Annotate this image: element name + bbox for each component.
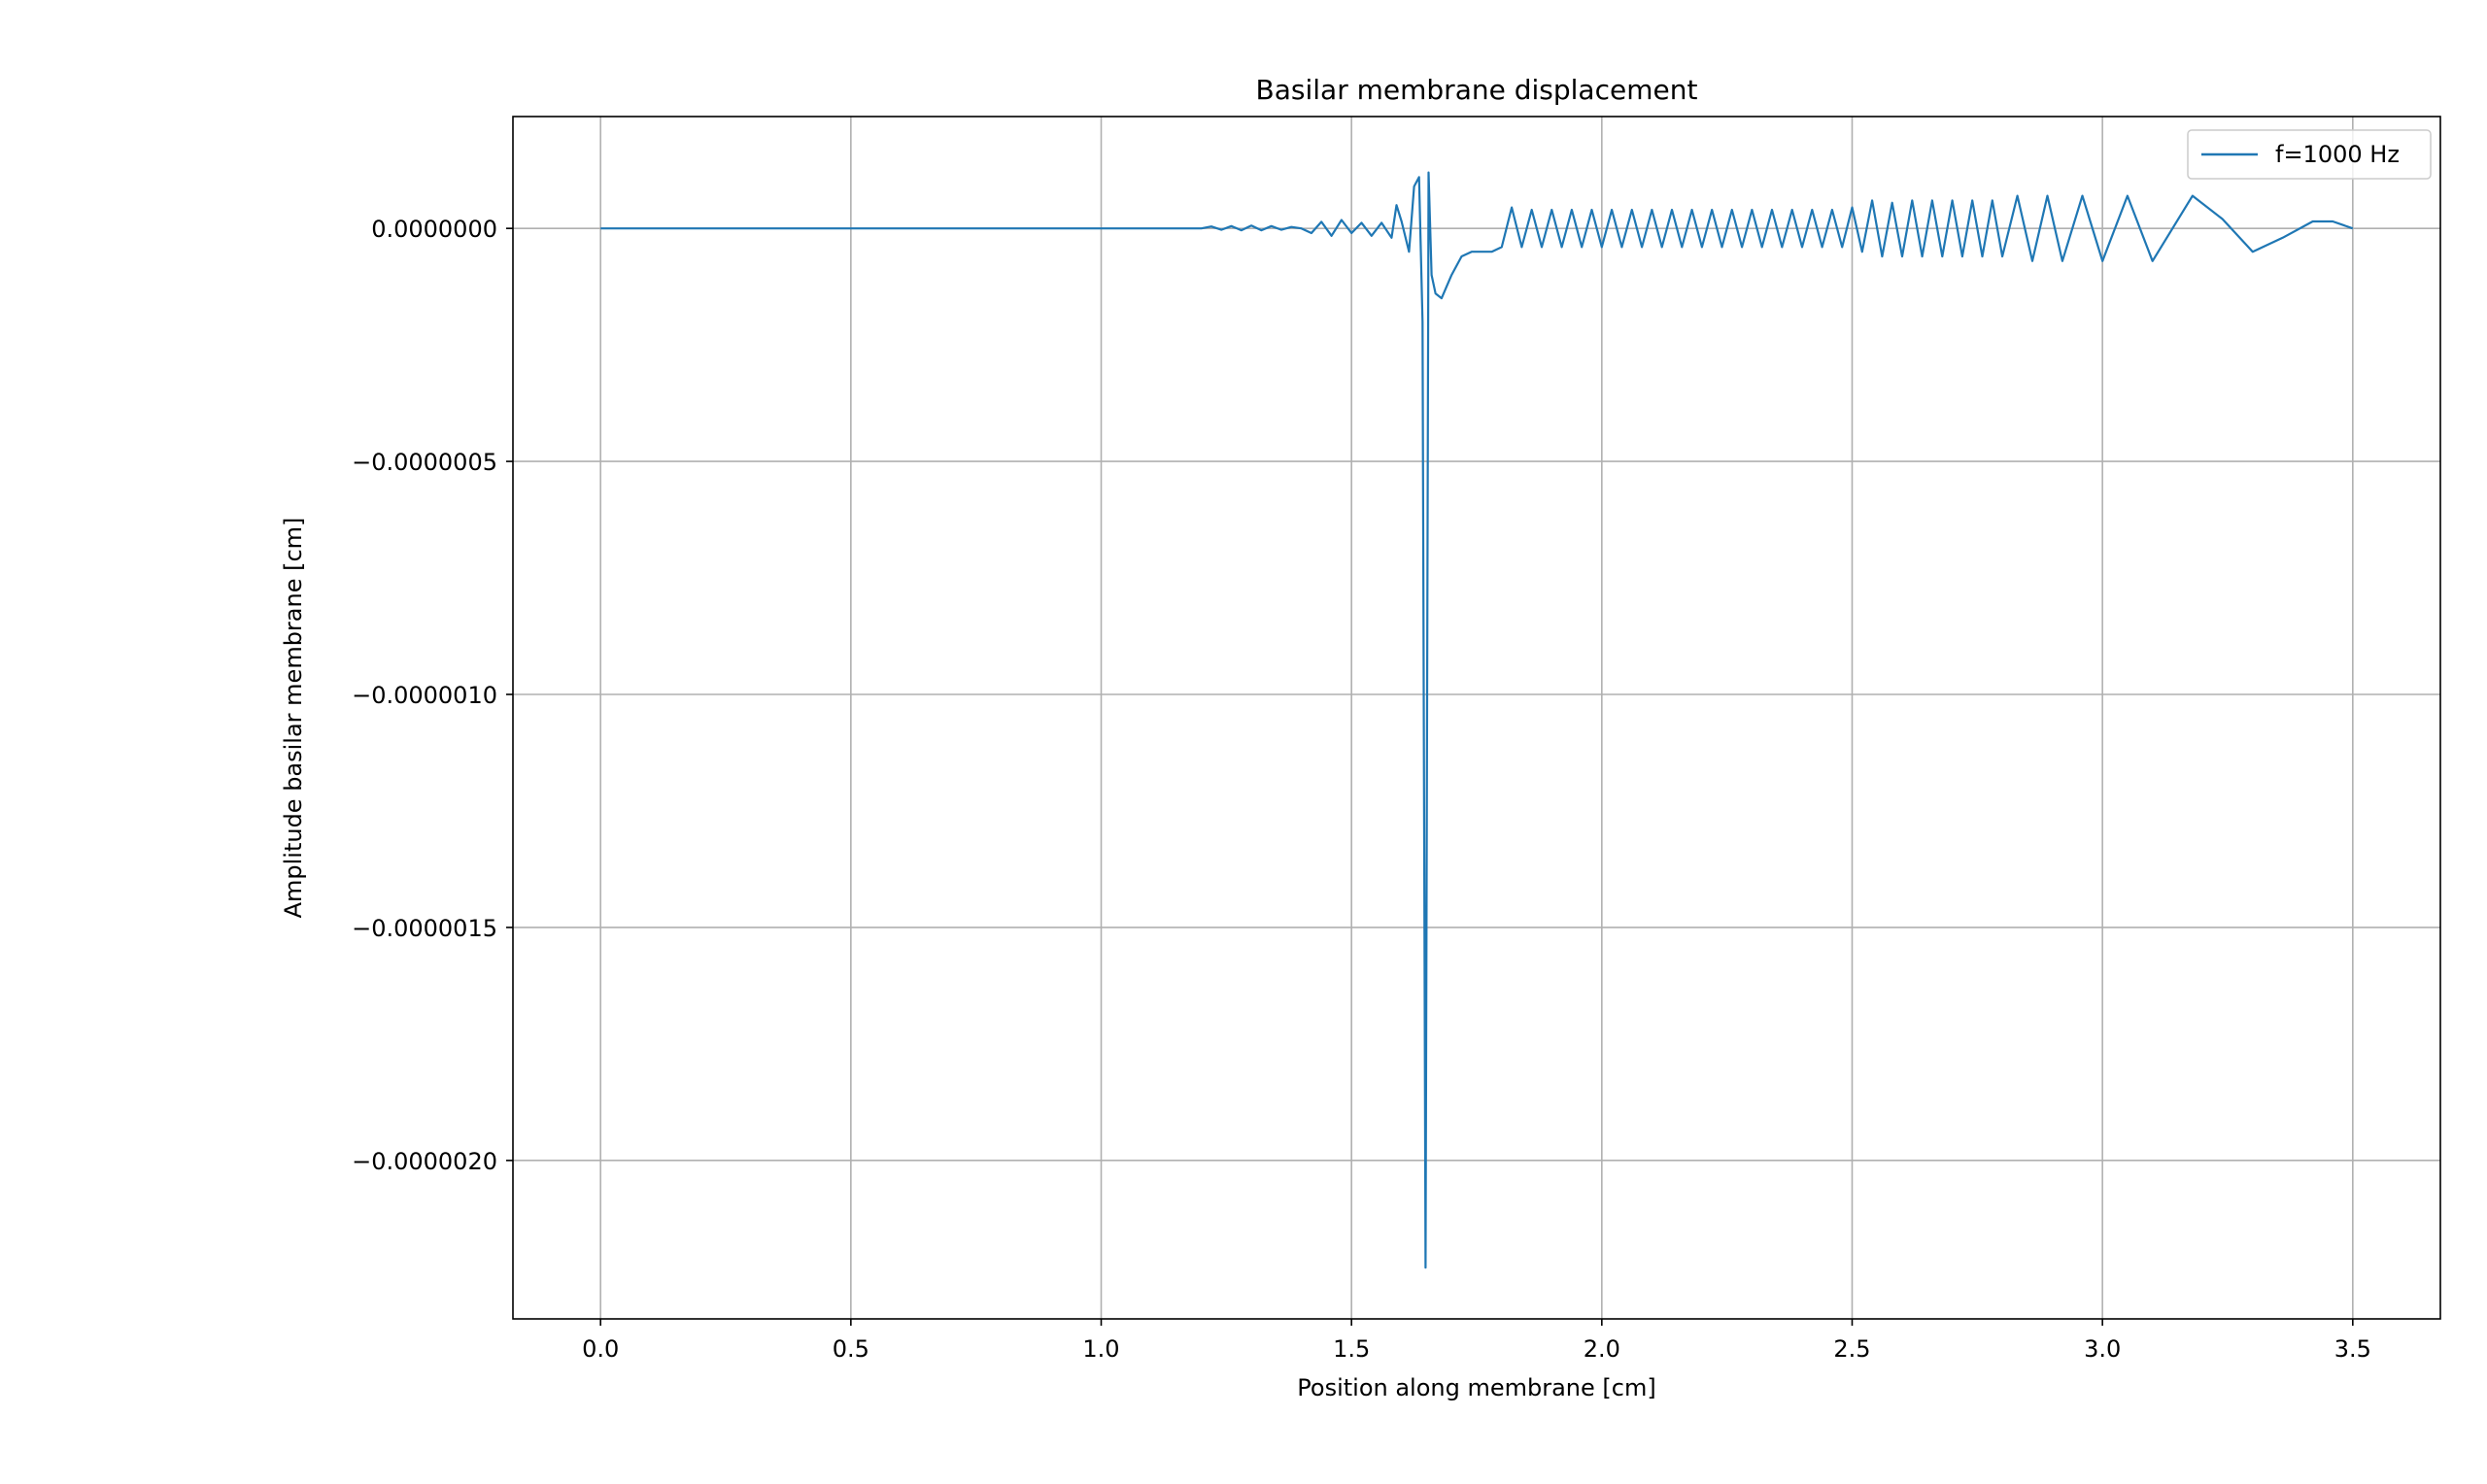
y-tick-label: −0.0000020: [352, 1148, 497, 1175]
series-layer: [600, 171, 2354, 1269]
x-tick-label: 0.0: [582, 1335, 619, 1363]
x-tick-label: 2.0: [1584, 1335, 1620, 1363]
series-line: [600, 171, 2354, 1269]
y-axis-ticks: 0.0000000 −0.0000005 −0.0000010 −0.0000015 −…: [352, 216, 513, 1175]
x-tick-label: 1.0: [1082, 1335, 1119, 1363]
legend-box: [2187, 129, 2432, 180]
x-tick-label: 3.5: [2334, 1335, 2371, 1363]
x-tick-label: 0.5: [833, 1335, 869, 1363]
y-tick-label: −0.0000010: [352, 682, 497, 709]
x-tick-label: 1.5: [1333, 1335, 1370, 1363]
y-tick-label: 0.0000000: [371, 216, 497, 243]
x-axis-ticks: 0.0 0.5 1.0 1.5 2.0 2.5 3.0 3.5: [582, 1319, 2371, 1363]
legend: f=1000 Hz: [2187, 129, 2432, 180]
axes-frame: [512, 116, 2441, 1320]
x-tick-label: 3.0: [2084, 1335, 2121, 1363]
y-axis-label: Amplitude basilar membrane [cm]: [280, 518, 307, 919]
chart-title: Basilar membrane displacement: [1256, 74, 1698, 106]
y-tick-label: −0.0000015: [352, 915, 497, 942]
x-axis-label: Position along membrane [cm]: [1297, 1374, 1655, 1401]
y-tick-label: −0.0000005: [352, 449, 497, 476]
legend-label: f=1000 Hz: [2275, 141, 2400, 168]
x-tick-label: 2.5: [1833, 1335, 1870, 1363]
